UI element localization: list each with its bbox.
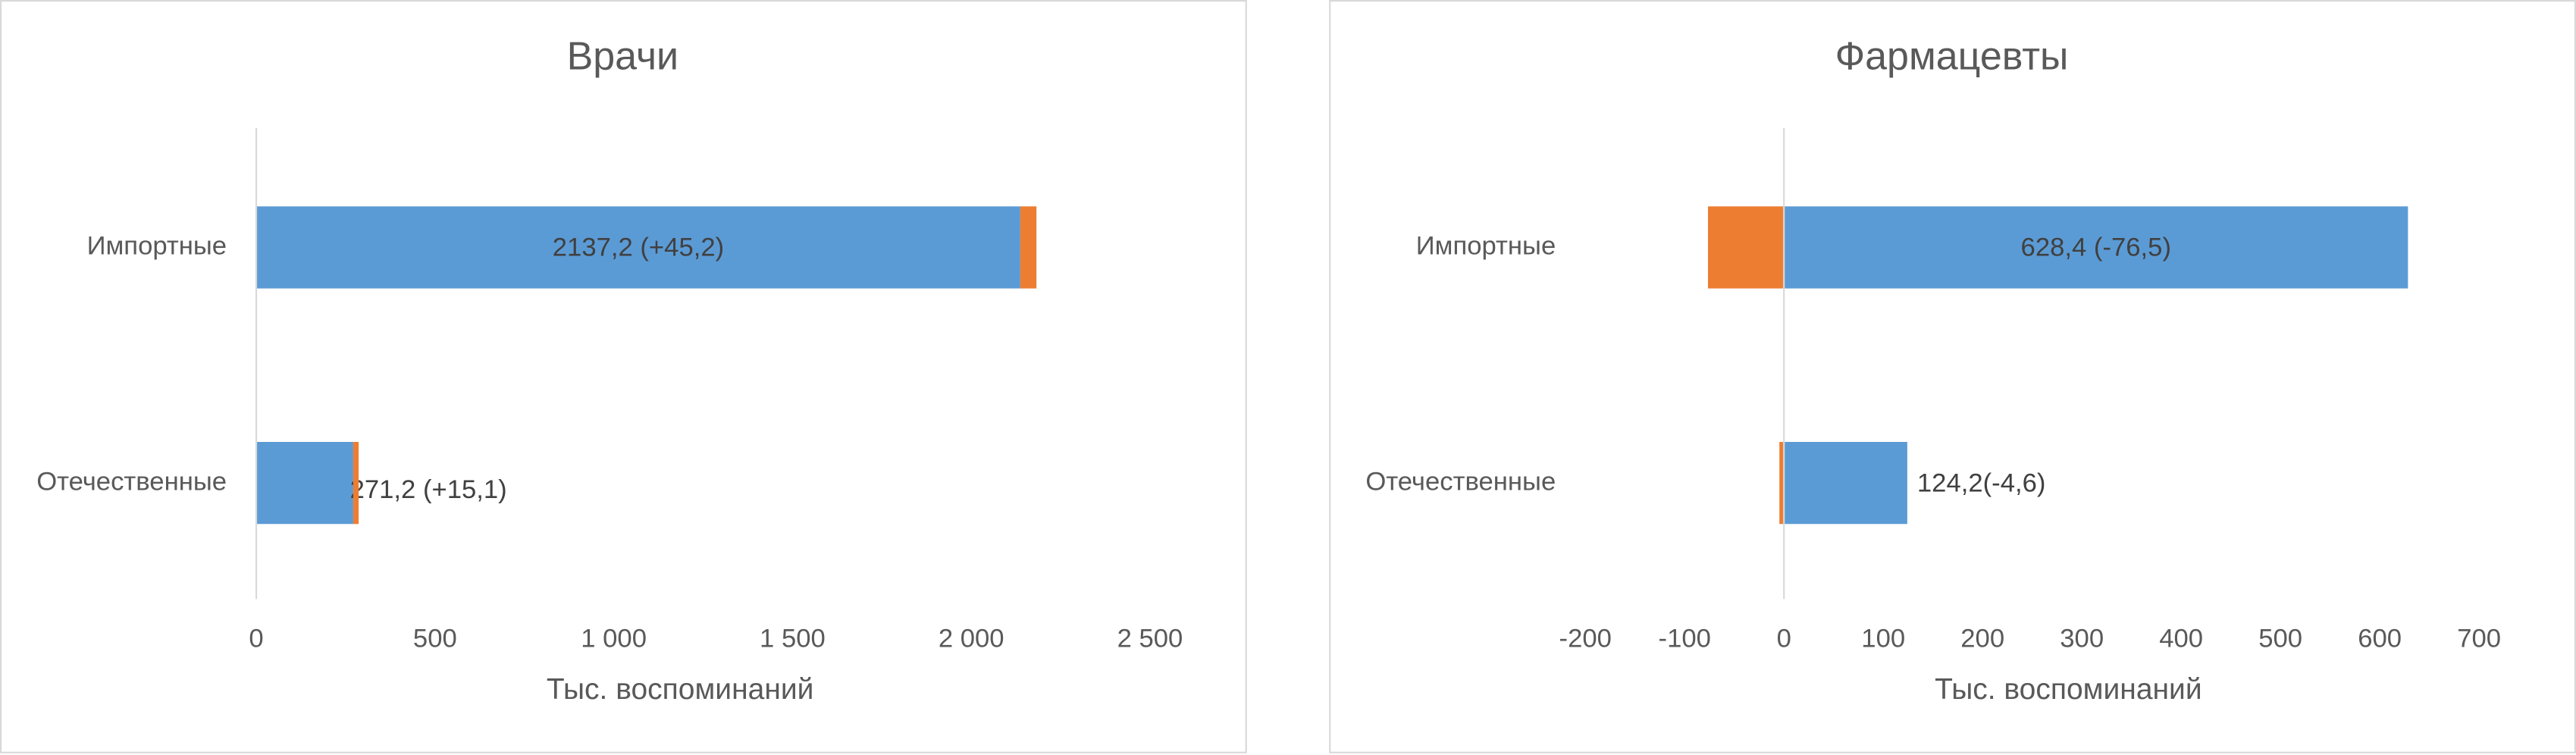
x-tick-label: 200 [1960,625,2004,653]
x-axis-label: Тыс. воспоминаний [547,673,814,706]
bar [256,206,1020,289]
x-tick-label: -200 [1559,625,1612,653]
x-tick-label: 600 [2358,625,2402,653]
x-tick-label: 0 [1777,625,1791,653]
x-tick-label: 500 [413,625,457,653]
bar [1784,441,1907,525]
panel [1329,0,2576,753]
x-tick-label: 400 [2159,625,2203,653]
chart-title: Фармацевты [1835,35,2069,79]
chart-title: Врачи [567,35,679,79]
bar [1779,441,1785,525]
x-tick-label: 2 000 [939,625,1004,653]
x-tick-label: 2 500 [1117,625,1183,653]
bar [1020,206,1037,289]
x-axis-label: Тыс. воспоминаний [1935,673,2202,706]
data-label: 628,4 (-76,5) [2021,233,2171,262]
x-tick-label: 100 [1861,625,1905,653]
y-tick-label: Импортные [1416,232,1556,261]
bar [1708,206,1785,289]
x-tick-label: 1 000 [581,625,647,653]
bar [256,441,353,525]
y-tick-label: Отечественные [36,467,227,496]
bar [1784,206,2408,289]
y-tick-label: Импортные [87,232,227,261]
data-label: 271,2 (+15,1) [350,475,507,504]
x-tick-label: 500 [2258,625,2302,653]
y-tick-label: Отечественные [1365,467,1556,496]
bar [353,441,359,525]
data-label: 124,2(-4,6) [1917,468,2046,497]
x-tick-label: 0 [249,625,263,653]
data-label: 2137,2 (+45,2) [553,233,724,262]
x-tick-label: 1 500 [760,625,826,653]
x-tick-label: -100 [1659,625,1711,653]
x-tick-label: 300 [2060,625,2104,653]
x-tick-label: 700 [2457,625,2501,653]
panel [0,0,1247,753]
